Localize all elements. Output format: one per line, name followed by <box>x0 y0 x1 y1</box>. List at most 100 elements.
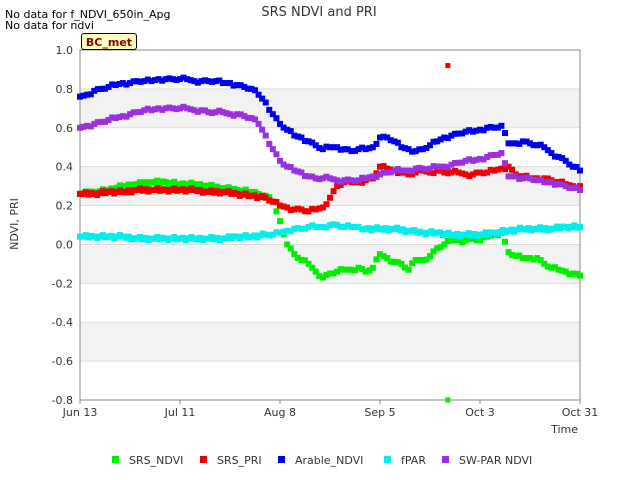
point-srs-ndvi <box>316 273 323 280</box>
point-sw-par-ndvi <box>494 151 501 158</box>
point-sw-par-ndvi <box>573 184 580 191</box>
point-sw-par-ndvi <box>555 181 562 188</box>
point-sw-par-ndvi <box>166 104 173 111</box>
point-fpar <box>359 226 366 233</box>
point-arable-ndvi <box>312 142 319 149</box>
point-arable-ndvi <box>112 82 119 88</box>
x-tick-label: Oct 3 <box>465 406 495 419</box>
point-srs-ndvi <box>344 266 351 273</box>
point-sw-par-ndvi <box>569 185 576 192</box>
point-srs-ndvi <box>541 260 548 267</box>
y-tick-label: -0.8 <box>52 394 73 407</box>
point-srs-ndvi <box>527 255 533 262</box>
point-sw-par-ndvi <box>484 153 491 160</box>
point-arable-ndvi <box>169 76 176 83</box>
point-arable-ndvi <box>377 134 383 141</box>
point-srs-ndvi <box>548 264 555 271</box>
point-sw-par-ndvi <box>512 173 519 180</box>
point-fpar <box>291 225 298 232</box>
point-arable-ndvi <box>494 124 501 131</box>
point-srs-pri <box>262 194 269 201</box>
point-fpar <box>337 223 344 230</box>
point-srs-ndvi <box>523 255 530 262</box>
point-srs-pri <box>284 204 291 211</box>
point-srs-pri <box>473 169 480 176</box>
legend-swatch <box>442 456 449 463</box>
point-arable-ndvi <box>516 140 523 147</box>
legend-label: SW-PAR NDVI <box>459 454 532 467</box>
point-arable-ndvi <box>205 78 212 85</box>
point-srs-pri <box>327 194 333 201</box>
point-srs-ndvi <box>427 253 433 260</box>
point-arable-ndvi <box>509 140 516 147</box>
point-fpar <box>327 222 333 228</box>
point-srs-ndvi <box>255 190 262 197</box>
point-arable-ndvi <box>441 134 448 141</box>
point-sw-par-ndvi <box>105 117 112 123</box>
point-srs-ndvi <box>366 267 373 274</box>
point-srs-ndvi <box>462 237 469 244</box>
point-fpar <box>577 223 583 230</box>
point-srs-pri <box>462 171 469 178</box>
point-srs-ndvi <box>434 245 441 252</box>
point-arable-ndvi <box>269 111 276 118</box>
point-srs-ndvi <box>373 256 380 263</box>
point-srs-ndvi <box>577 272 583 279</box>
point-sw-par-ndvi <box>212 109 219 116</box>
legend: SRS_NDVI SRS_PRI Arable_NDVI fPAR SW-PAR NDV… <box>112 454 532 467</box>
point-arable-ndvi <box>398 144 405 151</box>
point-arable-ndvi <box>534 142 541 149</box>
point-arable-ndvi <box>230 82 237 89</box>
point-sw-par-ndvi <box>273 151 280 158</box>
point-fpar <box>287 228 294 235</box>
point-arable-ndvi <box>291 132 298 139</box>
point-srs-pri <box>294 205 301 212</box>
point-srs-pri <box>266 197 273 204</box>
point-srs-ndvi <box>519 255 526 262</box>
point-arable-ndvi <box>266 106 273 113</box>
point-srs-ndvi <box>419 257 426 263</box>
point-fpar <box>355 223 362 230</box>
point-arable-ndvi <box>319 146 326 153</box>
point-fpar <box>352 223 358 230</box>
point-arable-ndvi <box>373 140 380 147</box>
point-srs-pri <box>466 173 473 179</box>
point-srs-pri <box>444 170 451 177</box>
point-srs-ndvi <box>477 237 483 244</box>
point-arable-ndvi <box>127 80 133 87</box>
point-arable-ndvi <box>566 161 573 168</box>
point-arable-ndvi <box>137 78 144 85</box>
point-sw-par-ndvi <box>98 118 105 125</box>
point-arable-ndvi <box>562 157 569 164</box>
point-sw-par-ndvi <box>319 175 326 182</box>
point-arable-ndvi <box>330 144 337 151</box>
point-srs-ndvi <box>287 245 294 252</box>
point-arable-ndvi <box>337 146 344 153</box>
point-srs-pri <box>577 183 583 190</box>
point-arable-ndvi <box>387 137 394 144</box>
point-arable-ndvi <box>462 128 469 135</box>
point-arable-ndvi <box>87 91 94 98</box>
legend-swatch <box>112 456 119 463</box>
point-sw-par-ndvi <box>219 109 226 116</box>
point-fpar <box>284 227 291 234</box>
point-srs-pri <box>373 170 380 177</box>
point-sw-par-ndvi <box>491 152 498 158</box>
point-arable-ndvi <box>216 77 223 84</box>
point-arable-ndvi <box>366 145 373 152</box>
point-arable-ndvi <box>466 127 473 134</box>
point-sw-par-ndvi <box>523 174 530 181</box>
point-sw-par-ndvi <box>391 167 398 174</box>
point-sw-par-ndvi <box>177 105 183 112</box>
point-sw-par-ndvi <box>284 163 291 170</box>
point-srs-ndvi <box>516 252 523 259</box>
point-srs-ndvi <box>430 248 437 255</box>
point-arable-ndvi <box>419 146 426 153</box>
point-srs-ndvi <box>459 239 466 246</box>
point-sw-par-ndvi <box>80 123 87 130</box>
point-srs-ndvi <box>312 268 319 275</box>
point-arable-ndvi <box>116 81 123 88</box>
point-sw-par-ndvi <box>373 173 380 180</box>
point-arable-ndvi <box>480 127 487 134</box>
point-sw-par-ndvi <box>409 168 416 175</box>
